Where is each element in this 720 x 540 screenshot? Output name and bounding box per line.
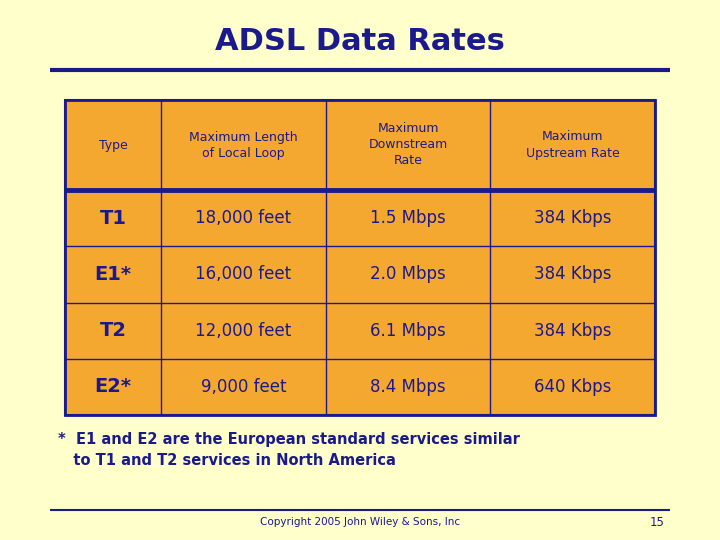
Text: 16,000 feet: 16,000 feet [195, 265, 292, 284]
Text: 2.0 Mbps: 2.0 Mbps [370, 265, 446, 284]
Text: E2*: E2* [94, 377, 132, 396]
Text: 6.1 Mbps: 6.1 Mbps [370, 322, 446, 340]
Text: T1: T1 [99, 208, 127, 228]
Text: Maximum
Downstream
Rate: Maximum Downstream Rate [369, 123, 448, 167]
Text: T2: T2 [99, 321, 127, 340]
Text: ADSL Data Rates: ADSL Data Rates [215, 28, 505, 57]
Text: Type: Type [99, 138, 127, 152]
Text: 1.5 Mbps: 1.5 Mbps [370, 209, 446, 227]
FancyBboxPatch shape [65, 100, 655, 415]
Text: E1*: E1* [94, 265, 132, 284]
Text: Copyright 2005 John Wiley & Sons, Inc: Copyright 2005 John Wiley & Sons, Inc [260, 517, 460, 527]
Text: 9,000 feet: 9,000 feet [201, 378, 286, 396]
Text: 384 Kbps: 384 Kbps [534, 322, 611, 340]
Text: *  E1 and E2 are the European standard services similar
   to T1 and T2 services: * E1 and E2 are the European standard se… [58, 432, 520, 468]
Text: 18,000 feet: 18,000 feet [195, 209, 292, 227]
Text: 15: 15 [650, 516, 665, 529]
Text: 384 Kbps: 384 Kbps [534, 265, 611, 284]
Text: 8.4 Mbps: 8.4 Mbps [370, 378, 446, 396]
Text: 384 Kbps: 384 Kbps [534, 209, 611, 227]
Text: 12,000 feet: 12,000 feet [195, 322, 292, 340]
Text: Maximum Length
of Local Loop: Maximum Length of Local Loop [189, 131, 297, 159]
Text: Maximum
Upstream Rate: Maximum Upstream Rate [526, 131, 619, 159]
Text: 640 Kbps: 640 Kbps [534, 378, 611, 396]
